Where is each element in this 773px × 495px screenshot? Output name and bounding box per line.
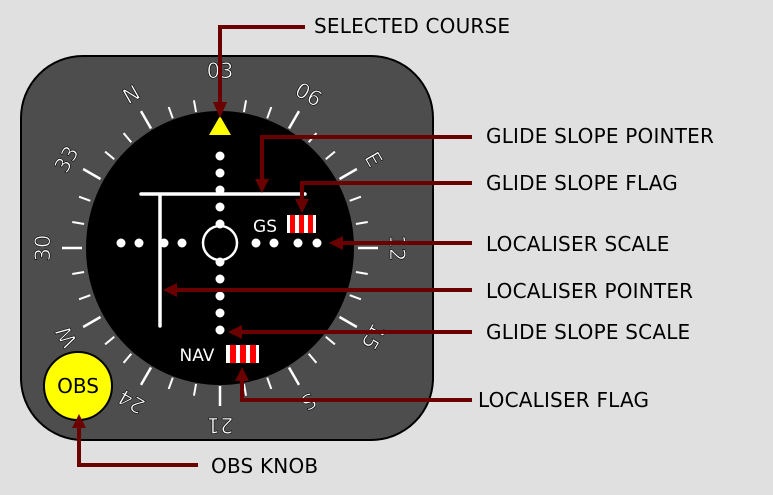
compass-tick (266, 106, 273, 119)
compass-tick (82, 315, 102, 329)
arrowhead-glide-slope-pointer (255, 179, 269, 193)
compass-tick (307, 353, 318, 364)
compass-tick (72, 220, 85, 226)
compass-tick (78, 294, 91, 301)
glide-slope-scale (215, 151, 225, 335)
glide-slope-scale-dot (215, 168, 225, 178)
selected-course-marker (209, 116, 231, 135)
localiser-flag (226, 345, 259, 363)
leader-obs-knob (77, 426, 198, 467)
arrowhead-glide-slope-flag (295, 199, 309, 213)
compass-tick (338, 167, 358, 181)
glide-slope-scale-dot (215, 151, 225, 161)
glide-slope-scale-dot (215, 274, 225, 284)
glide-slope-flag (287, 215, 316, 233)
localiser-scale-dot (116, 238, 126, 248)
nav-flag-label: NAV (180, 346, 215, 366)
compass-label: 12 (385, 235, 409, 262)
compass-tick (355, 220, 368, 226)
leader-lines (72, 25, 472, 467)
localiser-scale-dot (312, 238, 322, 248)
arrowhead-obs-knob (72, 414, 86, 428)
compass-tick (167, 377, 174, 390)
compass-tick (139, 366, 153, 386)
compass-tick (349, 294, 362, 301)
glide-slope-scale-dot (215, 325, 225, 335)
compass-tick (78, 195, 91, 202)
callout-glide-slope-pointer: GLIDE SLOPE POINTER (486, 124, 715, 148)
compass-tick (167, 106, 174, 119)
callout-obs-knob: OBS KNOB (211, 454, 319, 478)
compass-tick (355, 270, 368, 276)
compass-tick (104, 335, 115, 346)
arrowhead-localiser-pointer (163, 283, 177, 297)
arrowhead-selected-course (213, 102, 227, 118)
localiser-scale-dot (269, 238, 279, 248)
compass-tick (242, 100, 248, 113)
localiser-scale (116, 238, 322, 248)
leader-glide-slope-pointer (260, 135, 472, 181)
callout-localiser-flag: LOCALISER FLAG (478, 388, 650, 412)
compass-tick (287, 366, 301, 386)
compass-tick (287, 110, 301, 130)
instrument-face (86, 111, 354, 385)
leader-glide-slope-flag (300, 181, 472, 201)
compass-tick (122, 353, 133, 364)
localiser-scale-dot (134, 238, 144, 248)
glide-slope-scale-dot (215, 291, 225, 301)
arrowhead-localiser-flag (235, 367, 249, 381)
leader-selected-course (218, 25, 305, 104)
compass-tick (266, 377, 273, 390)
callout-selected-course: SELECTED COURSE (314, 14, 511, 38)
compass-tick (192, 100, 198, 113)
callout-localiser-scale: LOCALISER SCALE (486, 232, 670, 256)
compass-tick (338, 315, 358, 329)
compass-tick (82, 167, 102, 181)
compass-tick (192, 383, 198, 396)
compass-tick (242, 383, 248, 396)
callout-glide-slope-flag: GLIDE SLOPE FLAG (486, 171, 678, 195)
compass-tick-marks (62, 90, 378, 406)
compass-tick (325, 335, 336, 346)
compass-tick (72, 270, 85, 276)
callout-localiser-pointer: LOCALISER POINTER (486, 279, 694, 303)
compass-tick (325, 150, 336, 161)
compass-tick (122, 132, 133, 143)
localiser-scale-dot (251, 238, 261, 248)
callout-glide-slope-scale: GLIDE SLOPE SCALE (486, 320, 691, 344)
obs-knob-label: OBS (57, 374, 99, 398)
localiser-scale-dot (177, 238, 187, 248)
compass-tick (349, 195, 362, 202)
glide-slope-scale-dot (215, 257, 225, 267)
leader-localiser-flag (240, 379, 472, 402)
arrowhead-localiser-scale (329, 236, 343, 250)
glide-slope-scale-dot (215, 308, 225, 318)
localiser-scale-dot (293, 238, 303, 248)
glide-slope-scale-dot (215, 219, 225, 229)
compass-tick (139, 110, 153, 130)
arrowhead-glide-slope-scale (228, 325, 242, 339)
compass-label: 30 (31, 235, 55, 262)
compass-label: 21 (207, 413, 234, 437)
glide-slope-scale-dot (215, 202, 225, 212)
gs-flag-label: GS (253, 217, 277, 237)
compass-tick (104, 150, 115, 161)
